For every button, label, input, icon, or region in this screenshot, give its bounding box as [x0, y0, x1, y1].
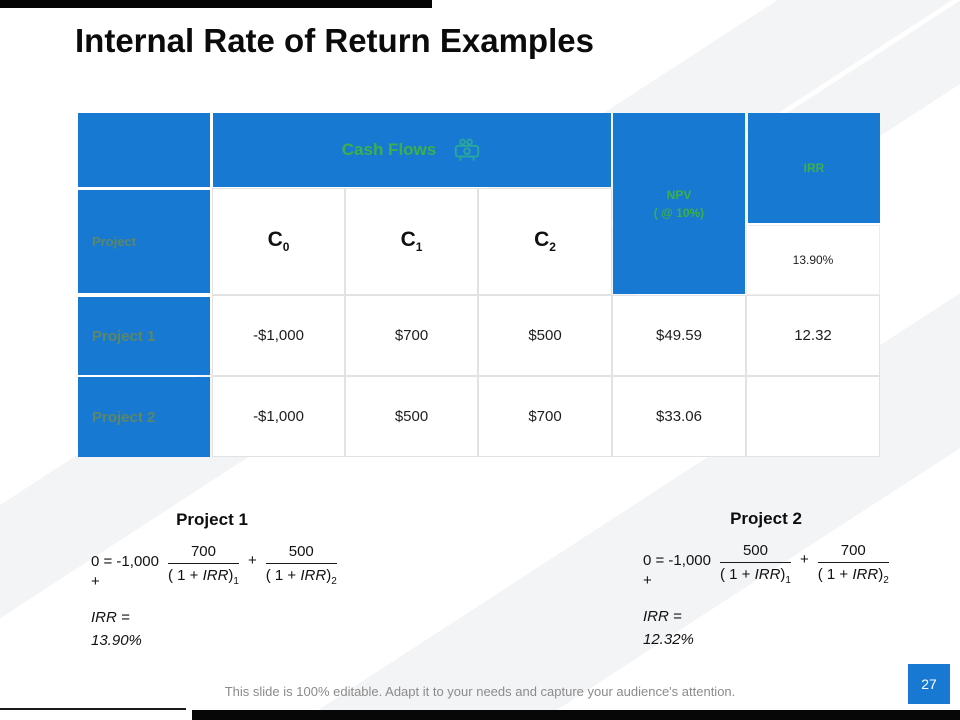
- project-label: Project: [92, 234, 137, 249]
- plus-sign: +: [247, 552, 257, 569]
- npv-label-line1: NPV: [666, 187, 692, 202]
- equation-lhs: 0 = -1,000 +: [643, 552, 711, 589]
- project1-formula-title: Project 1: [176, 510, 248, 529]
- bottom-accent-bar: [192, 710, 960, 720]
- project-header-cell: Project: [78, 190, 210, 293]
- cash-flows-header-cell: Cash Flows: [213, 113, 611, 187]
- project1-irr-result: IRR = 13.90%: [91, 609, 142, 650]
- c1-header-cell: C1: [345, 188, 478, 295]
- irr-top-value-cell: 13.90%: [746, 225, 880, 295]
- fraction-1: 500 ( 1 + IRR)1: [719, 542, 791, 586]
- project1-c1-cell: $700: [345, 295, 478, 376]
- table-row-project1-label: Project 1: [78, 297, 210, 375]
- project1-equation: 0 = -1,000 + 700 ( 1 + IRR)1 + 500 ( 1 +…: [86, 543, 338, 591]
- c0-label: C0: [267, 228, 290, 255]
- table-row-project2-label: Project 2: [78, 377, 210, 457]
- project2-npv-cell: $33.06: [612, 376, 746, 457]
- c0-header-cell: C0: [212, 188, 345, 295]
- c1-label: C1: [400, 228, 423, 255]
- page-title: Internal Rate of Return Examples: [75, 22, 594, 59]
- project1-c0-cell: -$1,000: [212, 295, 345, 376]
- project2-c1-cell: $500: [345, 376, 478, 457]
- project2-irr-result: IRR = 12.32%: [643, 608, 694, 649]
- c2-header-cell: C2: [478, 188, 612, 295]
- project1-c2-cell: $500: [478, 295, 612, 376]
- cash-flows-label: Cash Flows: [341, 140, 437, 159]
- footer-note: This slide is 100% editable. Adapt it to…: [224, 684, 736, 699]
- fraction-2: 500 ( 1 + IRR)2: [265, 543, 337, 587]
- project2-c0-cell: -$1,000: [212, 376, 345, 457]
- page-number-badge: 27: [908, 664, 950, 704]
- npv-label-line2: ( @ 10%): [653, 205, 705, 220]
- fraction-2: 700 ( 1 + IRR)2: [817, 542, 889, 586]
- project1-npv-cell: $49.59: [612, 295, 746, 376]
- equation-lhs: 0 = -1,000 +: [91, 553, 159, 590]
- project1-formula: Project 1 0 = -1,000 + 700 ( 1 + IRR)1 +…: [86, 510, 338, 653]
- bottom-left-line: [0, 708, 186, 710]
- project2-formula: Project 2 0 = -1,000 + 500 ( 1 + IRR)1 +…: [638, 509, 894, 652]
- irr-table: Cash Flows NPV ( @ 10%) IRR Project: [78, 113, 880, 457]
- project1-irr-cell: 12.32: [746, 295, 880, 376]
- plus-sign: +: [799, 551, 809, 568]
- irr-header-cell: IRR: [748, 113, 880, 223]
- npv-header-cell: NPV ( @ 10%): [613, 113, 745, 294]
- table-corner-cell: [78, 113, 210, 187]
- project2-formula-title: Project 2: [730, 509, 802, 528]
- fraction-1: 700 ( 1 + IRR)1: [167, 543, 239, 587]
- project2-irr-cell: [746, 376, 880, 457]
- project2-c2-cell: $700: [478, 376, 612, 457]
- projector-icon: [452, 137, 482, 163]
- project2-equation: 0 = -1,000 + 500 ( 1 + IRR)1 + 700 ( 1 +…: [638, 542, 894, 590]
- irr-label: IRR: [803, 161, 825, 175]
- top-accent-bar: [0, 0, 432, 8]
- c2-label: C2: [534, 228, 556, 255]
